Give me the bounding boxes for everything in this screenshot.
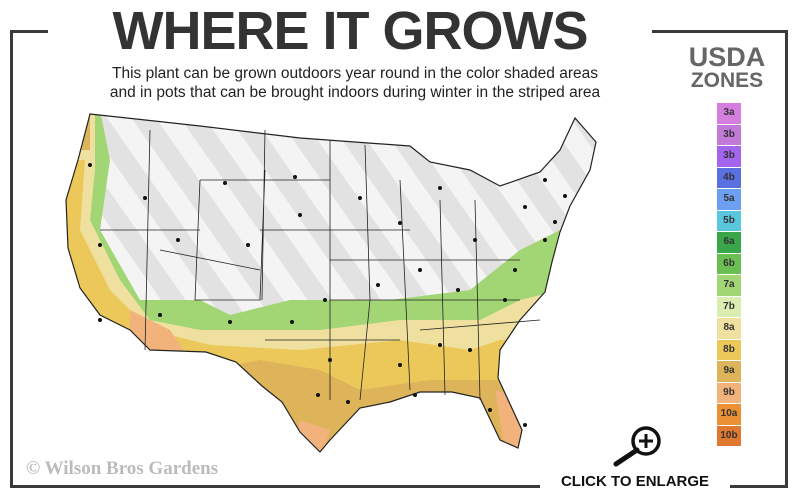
- state-borders: [100, 129, 541, 401]
- city-dots: [88, 163, 567, 427]
- subtitle-line-2: and in pots that can be brought indoors …: [109, 84, 601, 101]
- legend-zone-9a: 9a: [717, 361, 741, 382]
- legend-zone-4b: 4b: [717, 167, 741, 188]
- legend-title: USDA ZONES: [672, 42, 782, 93]
- legend-zone-5b: 5b: [717, 210, 741, 231]
- legend-zone-7a: 7a: [717, 275, 741, 296]
- legend-zone-8a: 8a: [717, 318, 741, 339]
- legend-title-line-1: USDA: [688, 42, 766, 72]
- legend-zone-6b: 6b: [717, 253, 741, 274]
- legend-zone-8b: 8b: [717, 339, 741, 360]
- legend-title-line-2: ZONES: [690, 69, 764, 92]
- legend-zone-7b: 7b: [717, 296, 741, 317]
- legend-zone-9b: 9b: [717, 382, 741, 403]
- magnifier-plus-icon[interactable]: [608, 424, 664, 468]
- subtitle: This plant can be grown outdoors year ro…: [40, 64, 670, 102]
- legend-zone-6a: 6a: [717, 232, 741, 253]
- legend-zone-10b: 10b: [717, 425, 741, 446]
- legend-zone-5a: 5a: [717, 189, 741, 210]
- legend-zone-3b: 3b: [717, 146, 741, 167]
- legend-zone-3a: 3a: [717, 103, 741, 124]
- legend-zone-10a: 10a: [717, 404, 741, 425]
- page-title: WHERE IT GROWS: [48, 0, 652, 61]
- click-to-enlarge-button[interactable]: CLICK TO ENLARGE: [540, 472, 730, 492]
- legend-zone-3b: 3b: [717, 124, 741, 145]
- subtitle-line-1: This plant can be grown outdoors year ro…: [112, 65, 598, 82]
- copyright-watermark: © Wilson Bros Gardens: [26, 458, 219, 479]
- zone-legend: 3a 3b 3b 4b 5a 5b 6a 6b 7a 7b 8a 8b 9a 9b 10a 10b: [717, 103, 741, 447]
